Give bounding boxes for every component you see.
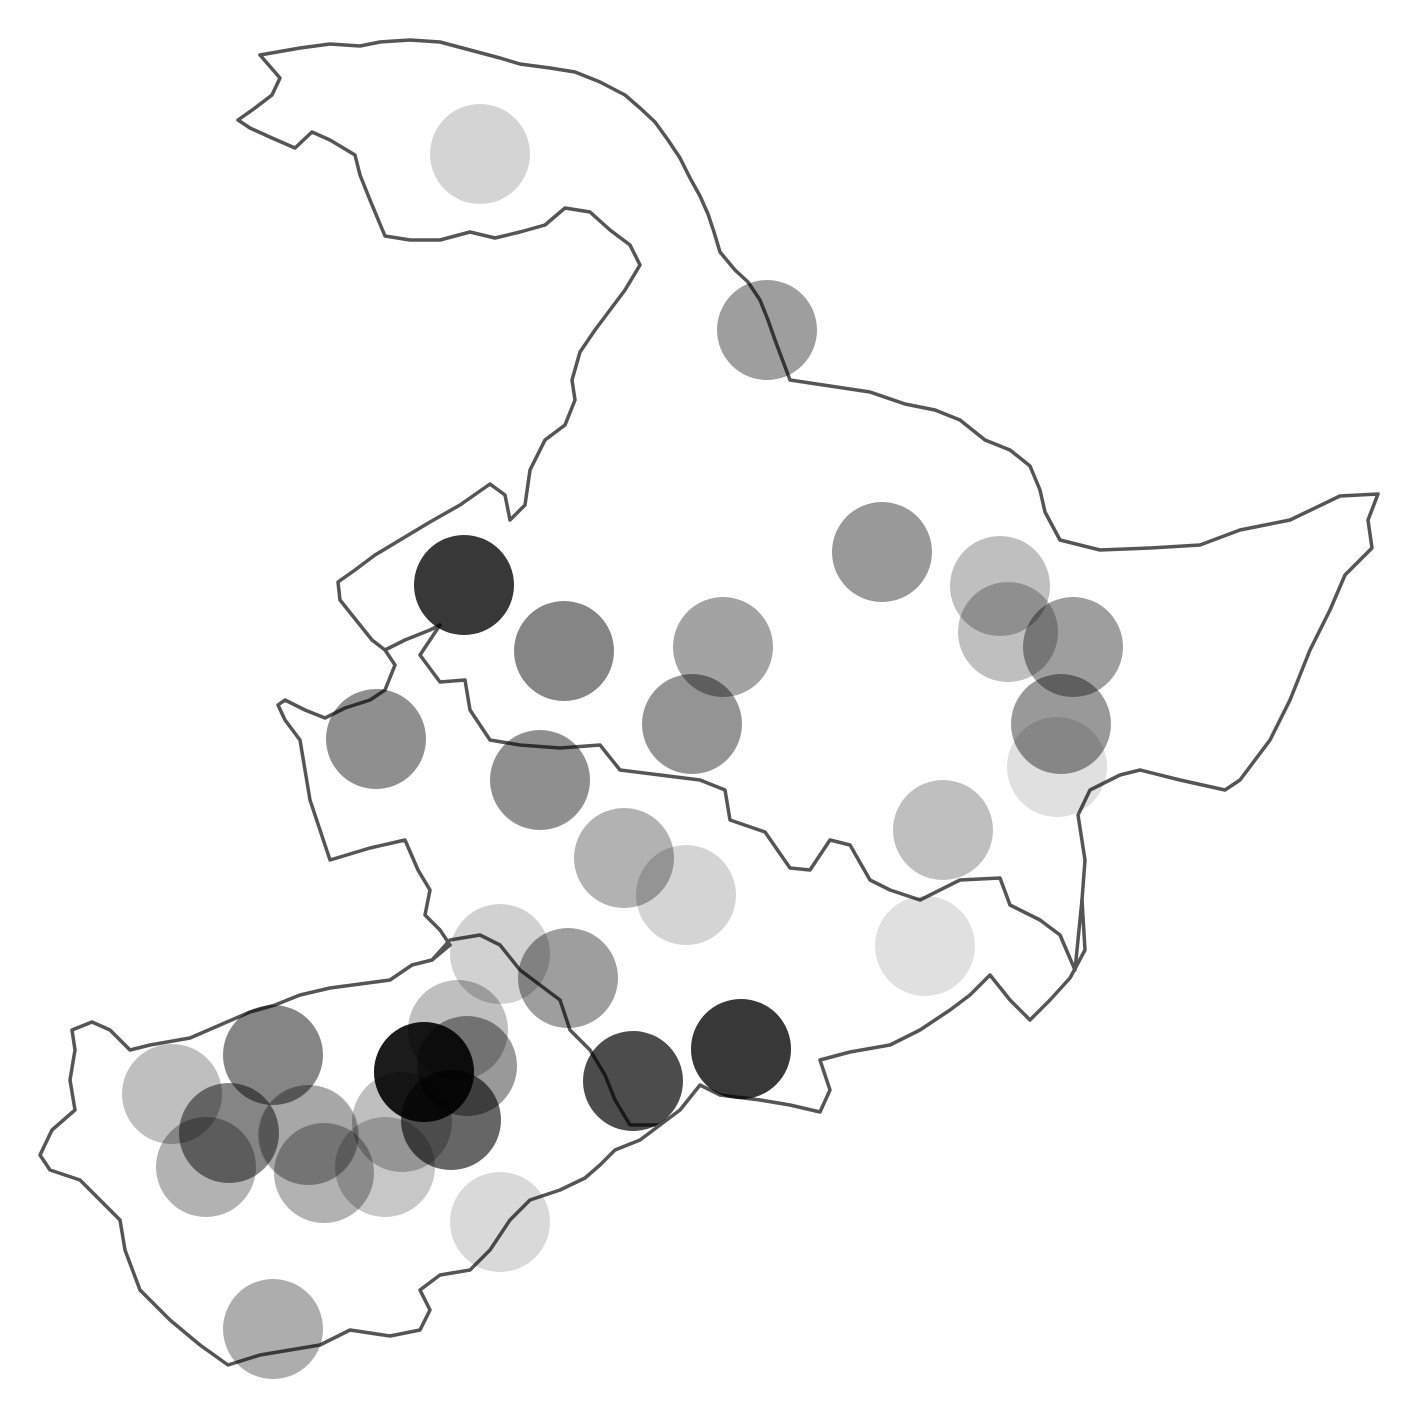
site-symbol-11	[875, 896, 975, 996]
site-symbol-30	[179, 1083, 279, 1183]
site-symbol-34	[450, 1172, 550, 1272]
site-symbol-16	[1023, 597, 1123, 697]
site-symbol-17	[1011, 674, 1111, 774]
site-symbol-7	[326, 689, 426, 789]
site-symbol-15	[1007, 717, 1107, 817]
internal-boundary-north	[383, 623, 1084, 972]
site-symbol-5	[673, 597, 773, 697]
site-symbol-13	[832, 502, 932, 602]
site-symbol-31	[122, 1044, 222, 1144]
site-symbol-22	[583, 1031, 683, 1131]
site-symbol-36	[259, 1085, 359, 1185]
site-symbol-39	[691, 999, 791, 1099]
site-symbol-6	[642, 674, 742, 774]
site-symbol-18	[958, 582, 1058, 682]
site-symbol-2	[717, 280, 817, 380]
site-symbol-37	[223, 1279, 323, 1379]
site-symbol-8	[490, 730, 590, 830]
site-symbol-14	[950, 536, 1050, 636]
site-symbol-21	[518, 928, 618, 1028]
site-symbol-10	[636, 845, 736, 945]
site-symbol-1	[430, 104, 530, 204]
site-symbol-3	[414, 535, 514, 635]
site-symbol-19	[450, 904, 550, 1004]
site-symbol-24	[223, 1005, 323, 1105]
site-symbol-4	[514, 601, 614, 701]
site-symbol-12	[893, 780, 993, 880]
site-symbol-35	[274, 1123, 374, 1223]
site-symbol-38	[374, 1022, 474, 1122]
site-symbol-32	[156, 1117, 256, 1217]
site-symbol-29	[335, 1117, 435, 1217]
site-symbol-9	[574, 808, 674, 908]
site-symbols	[122, 104, 1123, 1379]
outer-boundary	[38, 38, 1380, 1367]
site-symbol-33	[258, 1085, 358, 1185]
